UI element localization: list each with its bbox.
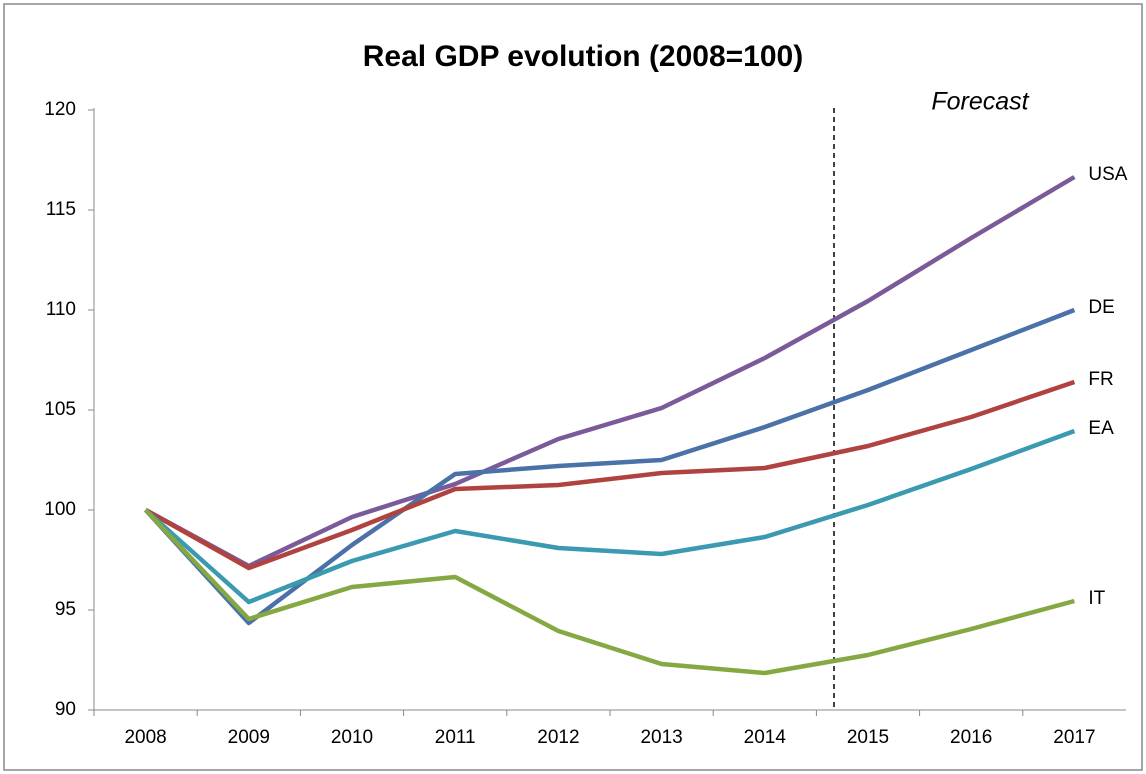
series-label: USA (1088, 164, 1127, 185)
annotation: Forecast (931, 88, 1029, 116)
x-tick-label: 2010 (331, 727, 373, 748)
series-line (143, 508, 1075, 676)
series-label: FR (1088, 369, 1113, 390)
y-tick-label: 100 (44, 499, 76, 520)
x-tick-label: 2017 (1053, 727, 1095, 748)
x-tick-label: 2015 (847, 727, 889, 748)
y-tick-label: 120 (44, 99, 76, 120)
x-tick-label: 2014 (744, 727, 787, 748)
series-line (144, 175, 1076, 569)
series-line (144, 379, 1076, 571)
y-tick-label: 105 (44, 399, 76, 420)
series-line (144, 428, 1076, 605)
series-label: IT (1088, 588, 1105, 609)
series-label: EA (1088, 418, 1114, 439)
chart-frame (3, 3, 1143, 771)
y-tick-label: 115 (46, 199, 76, 220)
series-line (143, 307, 1076, 626)
x-tick-label: 2009 (228, 727, 270, 748)
chart-title: Real GDP evolution (2008=100) (363, 40, 803, 73)
y-tick-label: 95 (55, 599, 76, 620)
x-tick-label: 2008 (124, 727, 166, 748)
x-tick-label: 2016 (950, 727, 992, 748)
series-label: DE (1088, 297, 1114, 318)
x-tick-label: 2011 (435, 727, 476, 748)
y-tick-label: 110 (46, 299, 76, 320)
x-tick-label: 2013 (640, 727, 682, 748)
y-tick-label: 90 (55, 699, 76, 720)
x-tick-label: 2012 (537, 727, 579, 748)
